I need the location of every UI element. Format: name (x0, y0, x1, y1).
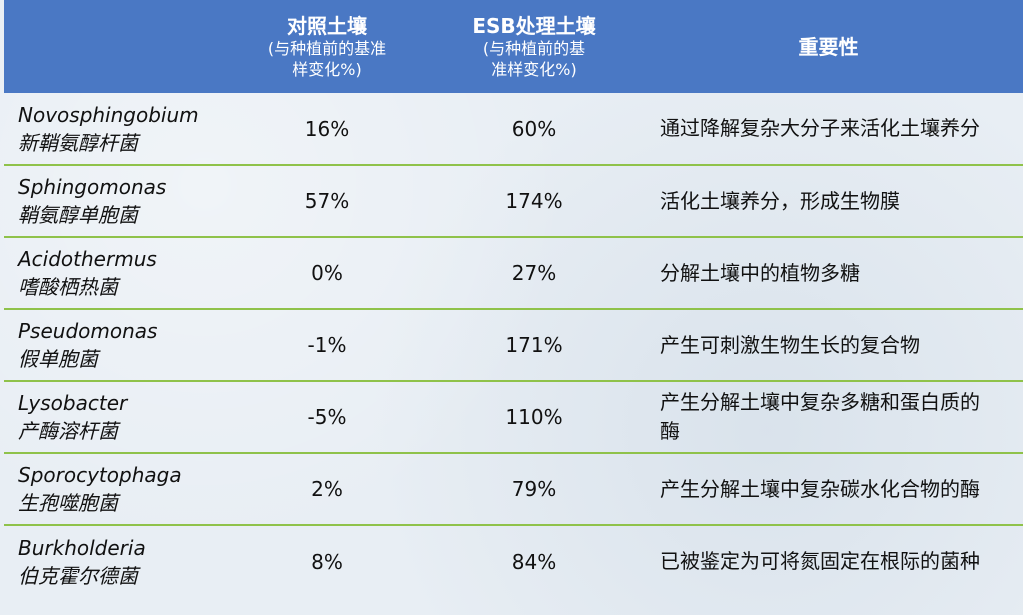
genus-chinese-name: 鞘氨醇单胞菌 (18, 203, 138, 227)
genus-cell: Novosphingobium 新鞘氨醇杆菌 (4, 93, 220, 165)
header-significance-title: 重要性 (798, 34, 859, 59)
table-row: Burkholderia 伯克霍尔德菌 8% 84% 已被鉴定为可将氮固定在根际… (4, 525, 1023, 597)
header-genus (4, 0, 220, 93)
header-control: 对照土壤 (与种植前的基准样变化%) (220, 0, 434, 93)
genus-chinese-name: 嗜酸栖热菌 (18, 275, 118, 299)
esb-change-cell: 171% (505, 333, 563, 357)
genus-latin-name: Pseudomonas (18, 319, 158, 343)
significance-cell: 已被鉴定为可将氮固定在根际的菌种 (660, 549, 980, 573)
genus-cell: Sphingomonas 鞘氨醇单胞菌 (4, 165, 220, 237)
genus-cell: Acidothermus 嗜酸栖热菌 (4, 237, 220, 309)
table-body: Novosphingobium 新鞘氨醇杆菌 16% 60% 通过降解复杂大分子… (4, 93, 1023, 597)
esb-change-cell: 60% (511, 116, 557, 141)
significance-cell: 分解土壤中的植物多糖 (660, 260, 860, 285)
esb-change-cell: 79% (511, 477, 557, 501)
header-esb-subtitle: (与种植前的基准样变化%) (482, 38, 586, 79)
header-control-title: 对照土壤 (287, 13, 367, 38)
significance-cell: 产生分解土壤中复杂碳水化合物的酶 (660, 476, 980, 501)
esb-change-cell: 110% (505, 405, 563, 429)
genus-cell: Lysobacter 产酶溶杆菌 (4, 381, 220, 453)
header-control-subtitle: (与种植前的基准样变化%) (267, 38, 387, 79)
control-change-cell: 2% (311, 477, 343, 501)
control-change-cell: -1% (307, 333, 347, 357)
genus-latin-name: Novosphingobium (18, 102, 199, 127)
genus-cell: Burkholderia 伯克霍尔德菌 (4, 525, 220, 597)
bacteria-table: 对照土壤 (与种植前的基准样变化%) ESB处理土壤 (与种植前的基准样变化%)… (4, 0, 1023, 597)
genus-chinese-name: 新鞘氨醇杆菌 (18, 130, 138, 155)
table-row: Pseudomonas 假单胞菌 -1% 171% 产生可刺激生物生长的复合物 (4, 309, 1023, 381)
genus-chinese-name: 假单胞菌 (18, 347, 98, 371)
genus-latin-name: Lysobacter (18, 391, 128, 415)
genus-chinese-name: 产酶溶杆菌 (18, 419, 118, 443)
esb-change-cell: 84% (511, 549, 557, 574)
table-header: 对照土壤 (与种植前的基准样变化%) ESB处理土壤 (与种植前的基准样变化%)… (4, 0, 1023, 93)
header-significance: 重要性 (634, 0, 1023, 93)
control-change-cell: 8% (311, 549, 343, 574)
esb-change-cell: 174% (505, 189, 563, 213)
control-change-cell: -5% (307, 405, 347, 429)
table-row: Sphingomonas 鞘氨醇单胞菌 57% 174% 活化土壤养分，形成生物… (4, 165, 1023, 237)
header-row: 对照土壤 (与种植前的基准样变化%) ESB处理土壤 (与种植前的基准样变化%)… (4, 0, 1023, 93)
header-esb-title: ESB处理土壤 (472, 13, 596, 38)
header-esb: ESB处理土壤 (与种植前的基准样变化%) (434, 0, 634, 93)
table-row: Lysobacter 产酶溶杆菌 -5% 110% 产生分解土壤中复杂多糖和蛋白… (4, 381, 1023, 453)
genus-cell: Pseudomonas 假单胞菌 (4, 309, 220, 381)
significance-cell: 产生分解土壤中复杂多糖和蛋白质的酶 (660, 390, 980, 443)
control-change-cell: 57% (304, 189, 350, 213)
genus-chinese-name: 生孢噬胞菌 (18, 491, 118, 515)
genus-latin-name: Acidothermus (18, 247, 157, 271)
table-row: Acidothermus 嗜酸栖热菌 0% 27% 分解土壤中的植物多糖 (4, 237, 1023, 309)
control-change-cell: 0% (311, 261, 343, 285)
genus-latin-name: Burkholderia (18, 535, 146, 560)
esb-change-cell: 27% (511, 261, 557, 285)
table-row: Novosphingobium 新鞘氨醇杆菌 16% 60% 通过降解复杂大分子… (4, 93, 1023, 165)
significance-cell: 通过降解复杂大分子来活化土壤养分 (660, 116, 980, 140)
significance-cell: 产生可刺激生物生长的复合物 (660, 332, 920, 357)
significance-cell: 活化土壤养分，形成生物膜 (660, 188, 900, 213)
genus-latin-name: Sphingomonas (18, 175, 167, 199)
table-row: Sporocytophaga 生孢噬胞菌 2% 79% 产生分解土壤中复杂碳水化… (4, 453, 1023, 525)
control-change-cell: 16% (304, 116, 350, 141)
genus-chinese-name: 伯克霍尔德菌 (18, 563, 138, 588)
genus-latin-name: Sporocytophaga (18, 463, 182, 487)
genus-cell: Sporocytophaga 生孢噬胞菌 (4, 453, 220, 525)
